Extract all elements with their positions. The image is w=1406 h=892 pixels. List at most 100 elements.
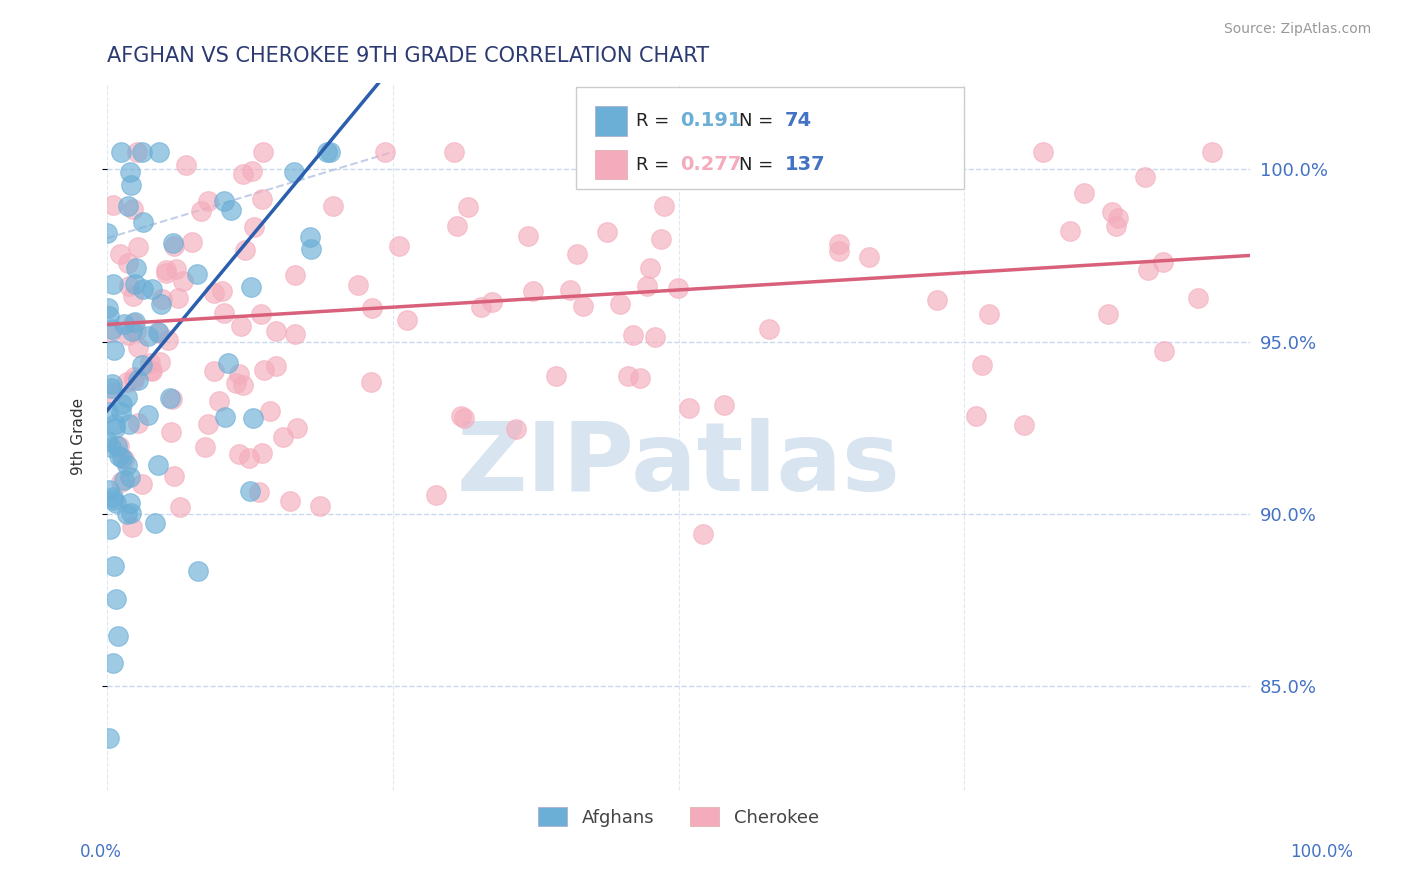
Point	[650, 232, 672, 246]
Point	[131, 145, 153, 159]
Point	[232, 377, 254, 392]
Point	[131, 476, 153, 491]
Point	[666, 281, 689, 295]
Point	[284, 268, 307, 283]
Point	[100, 381, 122, 395]
Point	[517, 229, 540, 244]
Point	[425, 488, 447, 502]
Point	[118, 279, 141, 293]
Point	[283, 326, 305, 341]
Text: 137: 137	[785, 155, 825, 174]
Point	[453, 410, 475, 425]
Point	[148, 145, 170, 159]
Point	[121, 324, 143, 338]
Point	[165, 262, 187, 277]
Point	[225, 376, 247, 391]
Point	[112, 451, 135, 466]
Point	[481, 294, 503, 309]
Point	[628, 370, 651, 384]
Point	[828, 244, 851, 258]
Point	[250, 445, 273, 459]
Point	[250, 307, 273, 321]
Point	[125, 260, 148, 275]
Point	[239, 484, 262, 499]
Point	[259, 404, 281, 418]
Point	[360, 375, 382, 389]
Point	[228, 447, 250, 461]
Point	[127, 340, 149, 354]
Point	[1105, 219, 1128, 234]
Point	[242, 411, 264, 425]
Point	[197, 417, 219, 431]
Point	[104, 496, 127, 510]
Point	[115, 507, 138, 521]
Point	[124, 373, 146, 387]
Point	[157, 333, 180, 347]
Point	[322, 199, 344, 213]
Point	[155, 263, 177, 277]
Point	[117, 199, 139, 213]
Point	[117, 328, 139, 343]
Point	[315, 145, 337, 159]
Point	[122, 316, 145, 330]
Point	[98, 309, 121, 323]
Point	[470, 300, 492, 314]
Point	[148, 326, 170, 341]
Point	[132, 282, 155, 296]
Point	[139, 356, 162, 370]
Point	[264, 324, 287, 338]
Point	[595, 225, 617, 239]
Point	[678, 401, 700, 415]
Point	[565, 247, 588, 261]
Point	[1101, 204, 1123, 219]
Point	[100, 522, 122, 536]
Point	[644, 330, 666, 344]
Point	[118, 165, 141, 179]
Point	[112, 473, 135, 487]
Point	[609, 297, 631, 311]
Point	[121, 520, 143, 534]
Point	[115, 458, 138, 472]
Text: Source: ZipAtlas.com: Source: ZipAtlas.com	[1223, 22, 1371, 37]
Point	[149, 355, 172, 369]
Point	[162, 392, 184, 406]
Point	[202, 364, 225, 378]
Point	[194, 440, 217, 454]
Text: R =: R =	[637, 155, 675, 174]
Point	[212, 194, 235, 209]
Point	[146, 325, 169, 339]
Point	[121, 289, 143, 303]
Point	[155, 266, 177, 280]
Point	[446, 219, 468, 234]
Point	[162, 235, 184, 250]
Point	[1073, 186, 1095, 201]
Point	[138, 408, 160, 422]
Text: N =: N =	[740, 112, 779, 129]
Point	[217, 356, 239, 370]
Point	[108, 439, 131, 453]
Point	[186, 267, 208, 281]
Point	[174, 157, 197, 171]
Point	[202, 286, 225, 301]
Point	[127, 416, 149, 430]
Point	[104, 421, 127, 435]
Point	[103, 198, 125, 212]
Point	[98, 731, 121, 746]
Point	[285, 420, 308, 434]
Point	[172, 274, 194, 288]
Point	[124, 277, 146, 291]
Point	[252, 145, 274, 159]
Text: 0.191: 0.191	[679, 112, 741, 130]
Point	[122, 370, 145, 384]
Point	[450, 409, 472, 423]
Point	[190, 203, 212, 218]
Point	[1187, 291, 1209, 305]
Point	[141, 282, 163, 296]
Point	[100, 376, 122, 391]
Point	[197, 194, 219, 208]
Point	[970, 358, 993, 372]
FancyBboxPatch shape	[595, 150, 627, 179]
Point	[110, 145, 132, 159]
Point	[1153, 343, 1175, 358]
Point	[571, 299, 593, 313]
